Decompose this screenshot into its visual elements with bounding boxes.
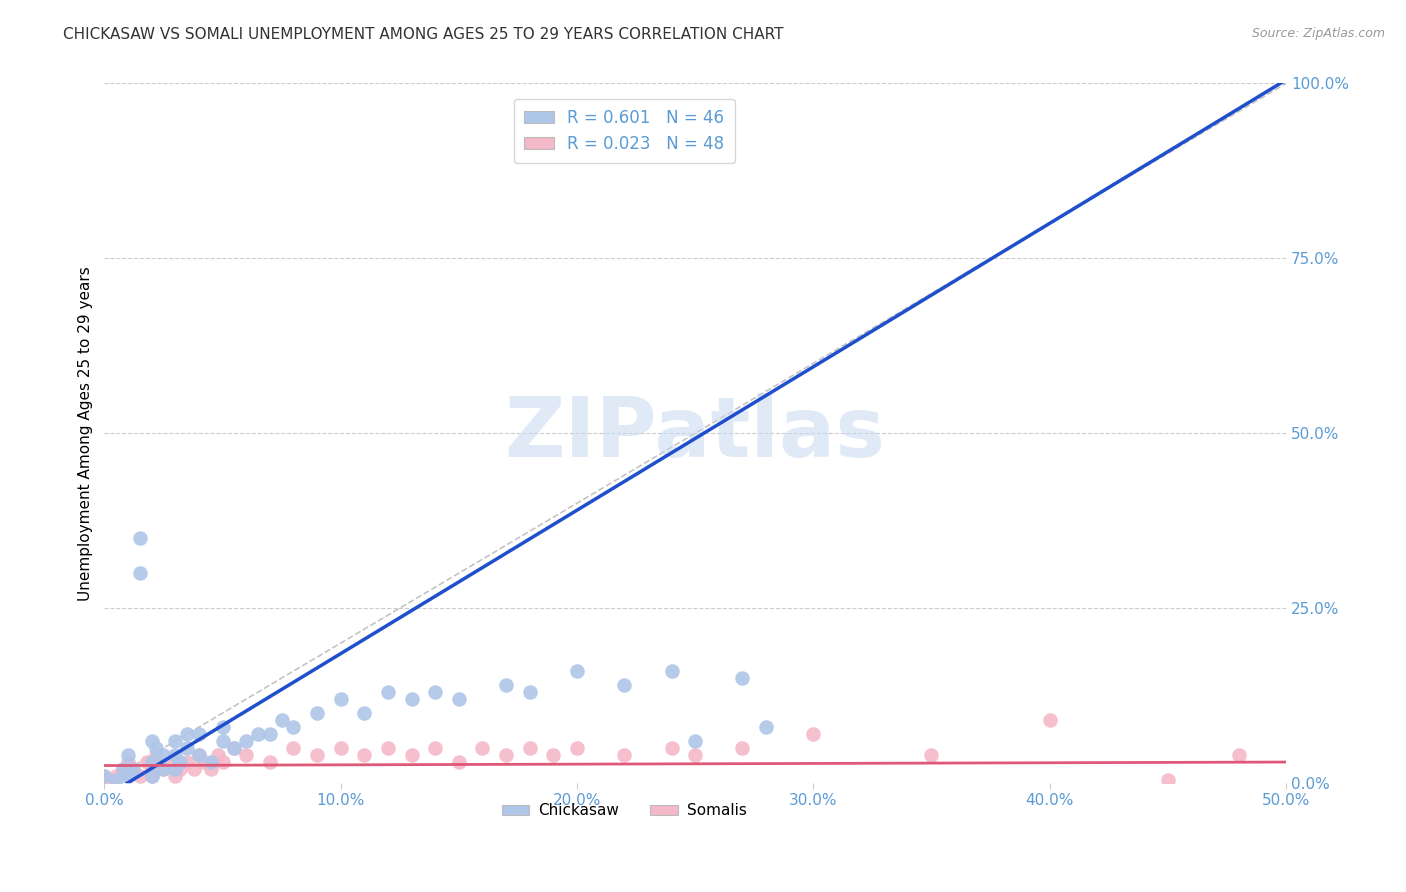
Point — [176, 727, 198, 741]
Point — [152, 762, 174, 776]
Point — [117, 755, 139, 769]
Point — [565, 741, 588, 756]
Point — [683, 747, 706, 762]
Point — [661, 741, 683, 756]
Point — [200, 762, 222, 776]
Text: Source: ZipAtlas.com: Source: ZipAtlas.com — [1251, 27, 1385, 40]
Point — [259, 755, 281, 769]
Point — [543, 747, 565, 762]
Y-axis label: Unemployment Among Ages 25 to 29 years: Unemployment Among Ages 25 to 29 years — [79, 266, 93, 600]
Text: CHICKASAW VS SOMALI UNEMPLOYMENT AMONG AGES 25 TO 29 YEARS CORRELATION CHART: CHICKASAW VS SOMALI UNEMPLOYMENT AMONG A… — [63, 27, 783, 42]
Point — [145, 747, 167, 762]
Point — [259, 727, 281, 741]
Point — [270, 713, 292, 727]
Point — [307, 747, 329, 762]
Point — [683, 734, 706, 748]
Point — [211, 720, 233, 734]
Point — [235, 734, 257, 748]
Point — [613, 747, 636, 762]
Point — [661, 664, 683, 678]
Point — [329, 741, 352, 756]
Point — [755, 720, 778, 734]
Point — [159, 755, 181, 769]
Point — [128, 566, 150, 581]
Point — [112, 762, 135, 776]
Point — [565, 664, 588, 678]
Point — [117, 769, 139, 783]
Point — [169, 755, 191, 769]
Point — [105, 772, 128, 787]
Point — [731, 741, 754, 756]
Point — [613, 678, 636, 692]
Point — [93, 769, 115, 783]
Point — [307, 706, 329, 720]
Point — [165, 762, 187, 776]
Point — [401, 747, 423, 762]
Legend: Chickasaw, Somalis: Chickasaw, Somalis — [496, 797, 752, 824]
Point — [121, 762, 143, 776]
Point — [187, 747, 209, 762]
Point — [283, 741, 305, 756]
Point — [165, 747, 187, 762]
Point — [731, 671, 754, 685]
Point — [329, 692, 352, 706]
Point — [246, 727, 269, 741]
Point — [176, 741, 198, 756]
Point — [353, 706, 375, 720]
Point — [447, 692, 470, 706]
Point — [105, 769, 128, 783]
Point — [112, 762, 135, 776]
Point — [211, 734, 233, 748]
Point — [377, 685, 399, 699]
Point — [1157, 772, 1180, 787]
Point — [187, 727, 209, 741]
Point — [1227, 747, 1250, 762]
Point — [152, 762, 174, 776]
Point — [447, 755, 470, 769]
Point — [121, 762, 143, 776]
Point — [425, 741, 447, 756]
Point — [187, 747, 209, 762]
Point — [128, 531, 150, 545]
Point — [224, 741, 246, 756]
Text: ZIPatlas: ZIPatlas — [505, 392, 886, 474]
Point — [801, 727, 824, 741]
Point — [176, 755, 198, 769]
Point — [141, 769, 163, 783]
Point — [207, 747, 229, 762]
Point — [495, 678, 517, 692]
Point — [519, 685, 541, 699]
Point — [401, 692, 423, 706]
Point — [425, 685, 447, 699]
Point — [145, 741, 167, 756]
Point — [141, 755, 163, 769]
Point — [128, 769, 150, 783]
Point — [471, 741, 494, 756]
Point — [921, 747, 943, 762]
Point — [200, 755, 222, 769]
Point — [283, 720, 305, 734]
Point — [183, 762, 205, 776]
Point — [152, 747, 174, 762]
Point — [141, 762, 163, 776]
Point — [224, 741, 246, 756]
Point — [193, 755, 215, 769]
Point — [98, 772, 121, 787]
Point — [135, 755, 157, 769]
Point — [235, 747, 257, 762]
Point — [117, 769, 139, 783]
Point — [141, 734, 163, 748]
Point — [141, 769, 163, 783]
Point — [211, 755, 233, 769]
Point — [93, 769, 115, 783]
Point — [377, 741, 399, 756]
Point — [1039, 713, 1062, 727]
Point — [353, 747, 375, 762]
Point — [495, 747, 517, 762]
Point — [165, 734, 187, 748]
Point — [117, 747, 139, 762]
Point — [519, 741, 541, 756]
Point — [165, 769, 187, 783]
Point — [169, 762, 191, 776]
